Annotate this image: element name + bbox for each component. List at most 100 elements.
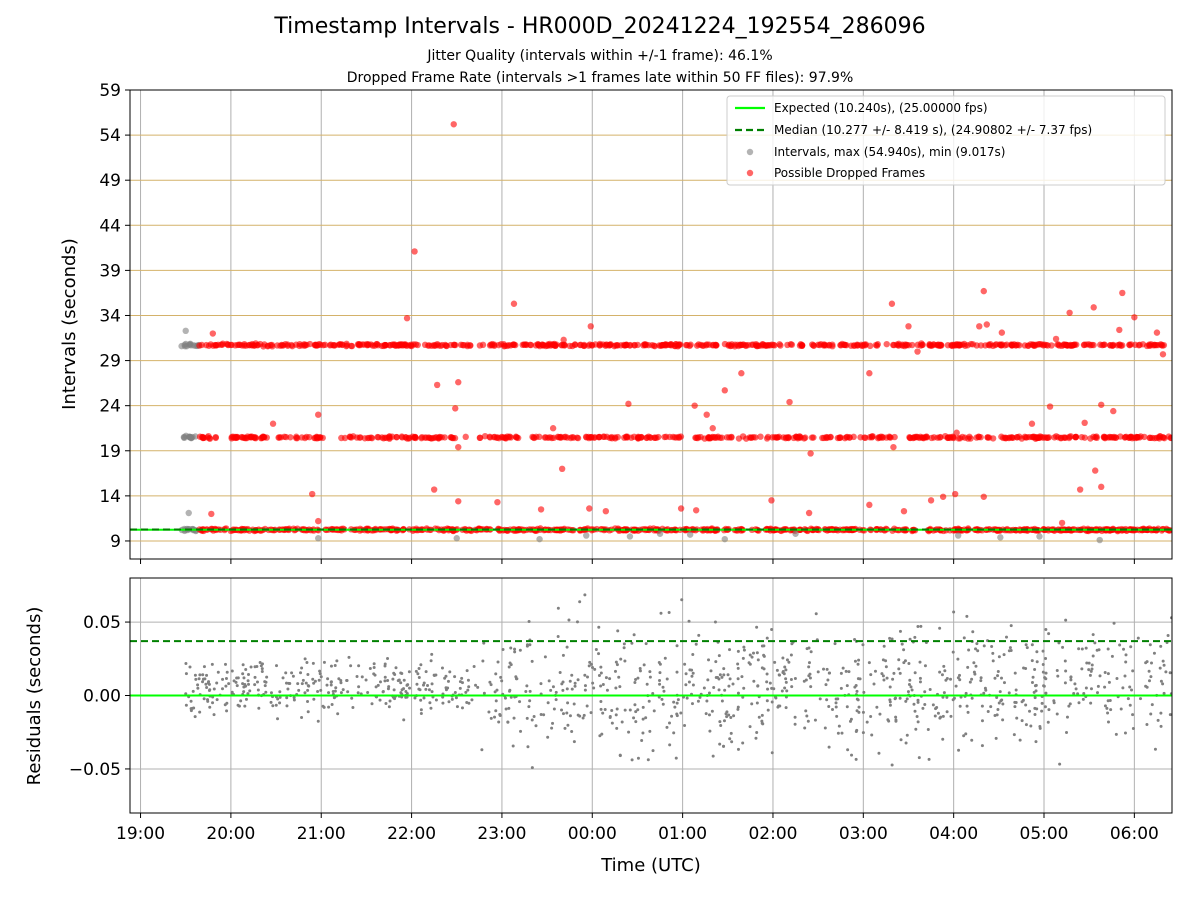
- residual-point: [300, 682, 304, 686]
- residual-point: [511, 744, 515, 748]
- residual-point: [599, 699, 603, 703]
- dropped-frame-point: [953, 429, 960, 436]
- x-tick-label: 21:00: [297, 824, 346, 844]
- residual-point: [500, 679, 504, 683]
- residual-point: [1044, 657, 1048, 661]
- residual-point: [227, 682, 231, 686]
- residual-point: [349, 664, 353, 668]
- residual-point: [575, 620, 579, 624]
- residual-point: [956, 657, 960, 661]
- residual-point: [1041, 662, 1045, 666]
- dropped-frame-point: [768, 497, 775, 504]
- dropped-frame-point: [634, 341, 641, 349]
- residual-point: [890, 763, 894, 767]
- residual-point: [1030, 681, 1034, 685]
- residual-point: [672, 731, 676, 735]
- residual-point: [1082, 691, 1086, 695]
- residual-point: [942, 691, 946, 695]
- residuals-y-tick-label: 0.05: [83, 613, 121, 633]
- dropped-frame-point: [550, 434, 557, 442]
- residual-point: [748, 653, 752, 657]
- residual-point: [683, 724, 687, 728]
- residual-point: [530, 766, 534, 770]
- residual-point: [894, 718, 898, 722]
- residual-point: [551, 721, 555, 725]
- residual-point: [220, 687, 224, 691]
- residual-point: [949, 677, 953, 681]
- residual-point: [247, 682, 251, 686]
- residual-point: [378, 698, 382, 702]
- residual-point: [464, 690, 468, 694]
- residual-point: [566, 723, 570, 727]
- residual-point: [1063, 681, 1067, 685]
- residual-point: [741, 656, 745, 660]
- residual-point: [230, 669, 234, 673]
- residual-point: [474, 683, 478, 687]
- residual-point: [204, 682, 208, 686]
- residual-point: [736, 666, 740, 670]
- residual-point: [1124, 653, 1128, 657]
- residual-point: [1119, 707, 1123, 711]
- residual-point: [837, 724, 841, 728]
- dropped-frame-point: [984, 434, 991, 441]
- dropped-frame-point: [294, 434, 301, 442]
- dropped-frame-point: [260, 433, 268, 441]
- dropped-frame-point: [248, 342, 256, 349]
- residual-point: [1002, 653, 1006, 657]
- interval-point: [187, 342, 195, 349]
- residual-point: [241, 682, 245, 686]
- residual-point: [807, 665, 811, 669]
- interval-point: [792, 530, 799, 537]
- residual-point: [316, 719, 320, 723]
- residuals-y-tick-label: 0.00: [83, 687, 121, 707]
- residual-point: [975, 642, 979, 646]
- residual-point: [668, 743, 672, 747]
- residual-point: [414, 669, 418, 673]
- dropped-frame-point: [1098, 483, 1105, 491]
- residual-point: [1068, 702, 1072, 706]
- dropped-frame-point: [1076, 486, 1084, 493]
- residual-point: [1112, 621, 1116, 625]
- residual-point: [658, 682, 662, 686]
- interval-point: [185, 509, 192, 517]
- residual-point: [1065, 715, 1069, 719]
- dropped-frame-point: [561, 433, 568, 441]
- residual-point: [205, 686, 209, 690]
- residual-point: [259, 664, 263, 668]
- residual-point: [877, 751, 881, 755]
- intervals-y-tick-label: 24: [99, 397, 121, 417]
- residual-point: [720, 699, 724, 703]
- residual-point: [512, 716, 516, 720]
- residual-point: [750, 702, 754, 706]
- dropped-frame-point: [315, 411, 322, 418]
- residual-point: [716, 675, 720, 679]
- residual-point: [496, 660, 500, 664]
- residual-point: [765, 680, 769, 684]
- residual-point: [1072, 692, 1076, 696]
- residual-point: [640, 739, 644, 743]
- residual-point: [1024, 703, 1028, 707]
- residual-point: [719, 723, 723, 727]
- dropped-frame-point: [1131, 314, 1138, 321]
- dropped-frame-point: [997, 341, 1004, 348]
- residual-point: [770, 700, 774, 704]
- residual-point: [1022, 666, 1026, 670]
- residual-point: [202, 697, 206, 701]
- residual-point: [519, 729, 523, 733]
- dropped-frame-point: [802, 434, 809, 441]
- legend-intervals-label: Intervals, max (54.940s), min (9.017s): [774, 145, 1005, 159]
- residual-point: [690, 702, 694, 706]
- residual-point: [648, 670, 652, 674]
- dropped-frame-point: [545, 434, 552, 441]
- residual-point: [736, 649, 740, 653]
- residual-point: [1150, 703, 1154, 707]
- residual-point: [615, 707, 619, 711]
- dropped-frame-point: [199, 433, 206, 441]
- dropped-frame-point: [693, 342, 701, 349]
- residual-point: [690, 668, 694, 672]
- residual-point: [489, 716, 493, 720]
- residual-point: [1109, 708, 1113, 712]
- intervals-plot-area: [130, 121, 1172, 544]
- residual-point: [726, 673, 730, 677]
- dropped-frame-point: [316, 434, 324, 441]
